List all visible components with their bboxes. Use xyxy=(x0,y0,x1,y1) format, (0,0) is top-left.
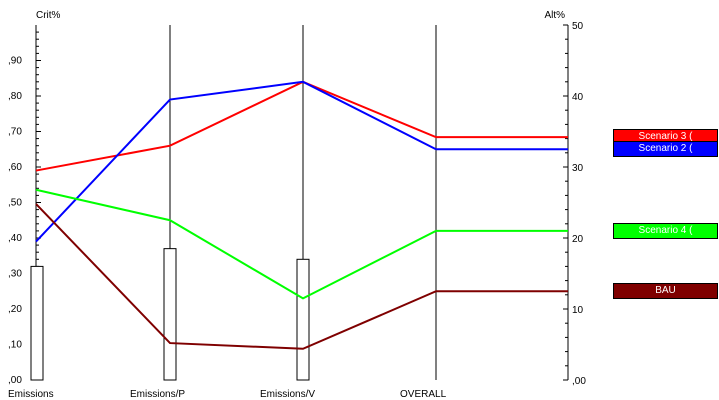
criterion-weight-bar xyxy=(296,258,310,381)
criterion-weight-bars xyxy=(30,248,310,381)
left-tick-label: ,70 xyxy=(8,127,22,138)
x-axis-label: Emissions/V xyxy=(260,389,315,400)
legend-item: Scenario 4 ( xyxy=(613,222,718,239)
left-tick-label: ,30 xyxy=(8,269,22,280)
right-tick-label: 40 xyxy=(572,92,584,103)
left-tick-label: ,60 xyxy=(8,162,22,173)
right-tick-label: 10 xyxy=(572,305,584,316)
right-tick-label: 20 xyxy=(572,234,584,245)
criterion-weight-bar xyxy=(30,265,44,381)
x-axis-label: Emissions xyxy=(8,389,54,400)
right-tick-label: 50 xyxy=(572,21,584,32)
left-tick-label: ,00 xyxy=(8,375,22,386)
legend-item: BAU xyxy=(613,283,718,300)
right-tick-label: 30 xyxy=(572,163,584,174)
left-tick-label: ,50 xyxy=(8,198,22,209)
left-tick-label: ,90 xyxy=(8,56,22,67)
left-tick-label: ,40 xyxy=(8,233,22,244)
criterion-weight-bar xyxy=(163,248,177,381)
right-axis-ticks: ,00 10 20 30 40 50 xyxy=(563,21,586,387)
right-axis-label: Alt% xyxy=(544,10,565,21)
left-axis-ticks: ,00 ,10 ,20 ,30 ,40 ,50 ,60 ,70 ,80 ,90 xyxy=(8,31,41,386)
left-tick-label: ,20 xyxy=(8,304,22,315)
series-line xyxy=(35,203,568,350)
left-tick-label: ,10 xyxy=(8,340,22,351)
right-tick-label: ,00 xyxy=(572,376,586,387)
x-axis-labels: Emissions Emissions/P Emissions/V OVERALL xyxy=(8,389,447,400)
series-lines xyxy=(35,80,568,350)
series-line xyxy=(35,80,568,243)
left-tick-label: ,80 xyxy=(8,91,22,102)
series-line xyxy=(35,188,568,300)
x-axis-label: OVERALL xyxy=(400,389,447,400)
x-axis-label: Emissions/P xyxy=(130,389,185,400)
legend-item: Scenario 2 ( xyxy=(613,141,718,158)
left-axis-label: Crit% xyxy=(36,10,61,21)
